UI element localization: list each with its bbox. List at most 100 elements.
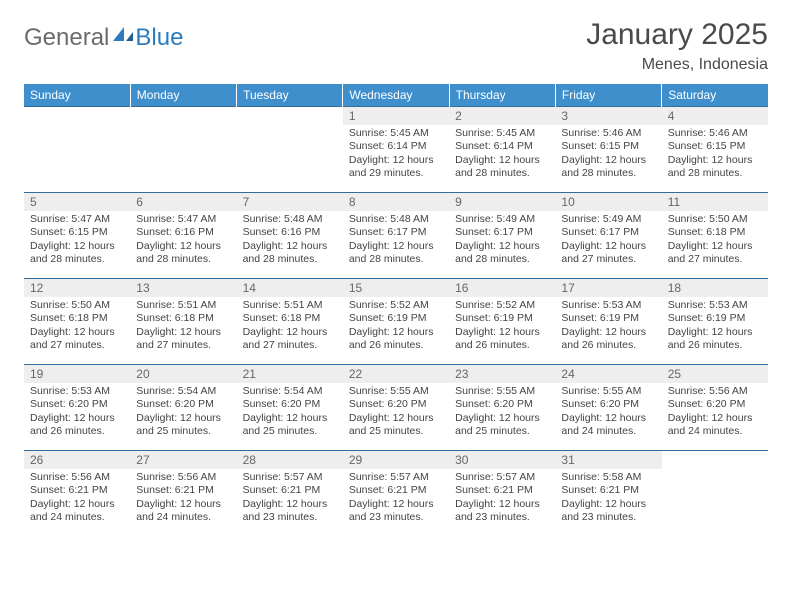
day-number: 20 [130,365,236,383]
day-number: 31 [555,451,661,469]
calendar-cell: 10Sunrise: 5:49 AMSunset: 6:17 PMDayligh… [555,193,661,279]
calendar-cell: 15Sunrise: 5:52 AMSunset: 6:19 PMDayligh… [343,279,449,365]
day-number: 22 [343,365,449,383]
day-details: Sunrise: 5:55 AMSunset: 6:20 PMDaylight:… [343,383,449,443]
calendar-cell: 26Sunrise: 5:56 AMSunset: 6:21 PMDayligh… [24,451,130,537]
day-number: 7 [237,193,343,211]
day-details: Sunrise: 5:49 AMSunset: 6:17 PMDaylight:… [449,211,555,271]
day-details: Sunrise: 5:56 AMSunset: 6:21 PMDaylight:… [130,469,236,529]
day-number: 11 [662,193,768,211]
calendar-cell: 23Sunrise: 5:55 AMSunset: 6:20 PMDayligh… [449,365,555,451]
calendar-table: SundayMondayTuesdayWednesdayThursdayFrid… [24,84,768,537]
day-number: 1 [343,107,449,125]
day-number: 9 [449,193,555,211]
header: General Blue January 2025 Menes, Indones… [24,18,768,74]
calendar-cell [130,107,236,193]
location: Menes, Indonesia [586,56,768,74]
day-details: Sunrise: 5:46 AMSunset: 6:15 PMDaylight:… [555,125,661,185]
calendar-cell: 11Sunrise: 5:50 AMSunset: 6:18 PMDayligh… [662,193,768,279]
day-details: Sunrise: 5:46 AMSunset: 6:15 PMDaylight:… [662,125,768,185]
calendar-cell [24,107,130,193]
day-details: Sunrise: 5:45 AMSunset: 6:14 PMDaylight:… [449,125,555,185]
day-number: 26 [24,451,130,469]
day-details: Sunrise: 5:47 AMSunset: 6:16 PMDaylight:… [130,211,236,271]
logo-text-gray: General [24,24,109,52]
calendar-cell [662,451,768,537]
day-number: 29 [343,451,449,469]
day-details: Sunrise: 5:53 AMSunset: 6:20 PMDaylight:… [24,383,130,443]
calendar-cell: 1Sunrise: 5:45 AMSunset: 6:14 PMDaylight… [343,107,449,193]
day-details: Sunrise: 5:48 AMSunset: 6:16 PMDaylight:… [237,211,343,271]
day-details: Sunrise: 5:54 AMSunset: 6:20 PMDaylight:… [237,383,343,443]
day-number: 24 [555,365,661,383]
calendar-cell: 21Sunrise: 5:54 AMSunset: 6:20 PMDayligh… [237,365,343,451]
calendar-row: 1Sunrise: 5:45 AMSunset: 6:14 PMDaylight… [24,107,768,193]
calendar-cell [237,107,343,193]
calendar-cell: 25Sunrise: 5:56 AMSunset: 6:20 PMDayligh… [662,365,768,451]
day-number: 19 [24,365,130,383]
day-details: Sunrise: 5:57 AMSunset: 6:21 PMDaylight:… [343,469,449,529]
day-details: Sunrise: 5:47 AMSunset: 6:15 PMDaylight:… [24,211,130,271]
dow-header: Thursday [449,84,555,107]
day-number: 27 [130,451,236,469]
calendar-cell: 7Sunrise: 5:48 AMSunset: 6:16 PMDaylight… [237,193,343,279]
dow-header: Saturday [662,84,768,107]
day-details: Sunrise: 5:53 AMSunset: 6:19 PMDaylight:… [555,297,661,357]
day-number: 5 [24,193,130,211]
calendar-row: 26Sunrise: 5:56 AMSunset: 6:21 PMDayligh… [24,451,768,537]
day-number: 10 [555,193,661,211]
calendar-cell: 22Sunrise: 5:55 AMSunset: 6:20 PMDayligh… [343,365,449,451]
day-number: 25 [662,365,768,383]
day-details: Sunrise: 5:57 AMSunset: 6:21 PMDaylight:… [449,469,555,529]
day-number: 12 [24,279,130,297]
day-number: 23 [449,365,555,383]
calendar-cell: 9Sunrise: 5:49 AMSunset: 6:17 PMDaylight… [449,193,555,279]
calendar-cell: 18Sunrise: 5:53 AMSunset: 6:19 PMDayligh… [662,279,768,365]
day-number: 30 [449,451,555,469]
day-number: 3 [555,107,661,125]
day-details: Sunrise: 5:54 AMSunset: 6:20 PMDaylight:… [130,383,236,443]
calendar-cell: 20Sunrise: 5:54 AMSunset: 6:20 PMDayligh… [130,365,236,451]
logo-text-blue: Blue [135,24,183,52]
calendar-cell: 31Sunrise: 5:58 AMSunset: 6:21 PMDayligh… [555,451,661,537]
day-details: Sunrise: 5:57 AMSunset: 6:21 PMDaylight:… [237,469,343,529]
calendar-body: 1Sunrise: 5:45 AMSunset: 6:14 PMDaylight… [24,107,768,537]
day-number: 16 [449,279,555,297]
sail-icon [111,25,135,43]
calendar-cell: 12Sunrise: 5:50 AMSunset: 6:18 PMDayligh… [24,279,130,365]
day-number: 6 [130,193,236,211]
title-block: January 2025 Menes, Indonesia [586,18,768,74]
calendar-cell: 29Sunrise: 5:57 AMSunset: 6:21 PMDayligh… [343,451,449,537]
calendar-cell: 16Sunrise: 5:52 AMSunset: 6:19 PMDayligh… [449,279,555,365]
calendar-cell: 6Sunrise: 5:47 AMSunset: 6:16 PMDaylight… [130,193,236,279]
calendar-cell: 19Sunrise: 5:53 AMSunset: 6:20 PMDayligh… [24,365,130,451]
day-details: Sunrise: 5:55 AMSunset: 6:20 PMDaylight:… [555,383,661,443]
calendar-cell: 2Sunrise: 5:45 AMSunset: 6:14 PMDaylight… [449,107,555,193]
day-details: Sunrise: 5:52 AMSunset: 6:19 PMDaylight:… [343,297,449,357]
calendar-cell: 8Sunrise: 5:48 AMSunset: 6:17 PMDaylight… [343,193,449,279]
calendar-cell: 24Sunrise: 5:55 AMSunset: 6:20 PMDayligh… [555,365,661,451]
days-of-week-row: SundayMondayTuesdayWednesdayThursdayFrid… [24,84,768,107]
day-number: 15 [343,279,449,297]
day-number: 18 [662,279,768,297]
day-details: Sunrise: 5:58 AMSunset: 6:21 PMDaylight:… [555,469,661,529]
day-number: 14 [237,279,343,297]
dow-header: Monday [130,84,236,107]
day-number: 13 [130,279,236,297]
page-title: January 2025 [586,18,768,52]
day-number: 4 [662,107,768,125]
day-details: Sunrise: 5:51 AMSunset: 6:18 PMDaylight:… [130,297,236,357]
calendar-row: 12Sunrise: 5:50 AMSunset: 6:18 PMDayligh… [24,279,768,365]
day-number: 8 [343,193,449,211]
logo: General Blue [24,18,183,52]
dow-header: Friday [555,84,661,107]
calendar-cell: 14Sunrise: 5:51 AMSunset: 6:18 PMDayligh… [237,279,343,365]
calendar-cell: 13Sunrise: 5:51 AMSunset: 6:18 PMDayligh… [130,279,236,365]
calendar-cell: 4Sunrise: 5:46 AMSunset: 6:15 PMDaylight… [662,107,768,193]
calendar-row: 19Sunrise: 5:53 AMSunset: 6:20 PMDayligh… [24,365,768,451]
day-details: Sunrise: 5:53 AMSunset: 6:19 PMDaylight:… [662,297,768,357]
day-number: 21 [237,365,343,383]
day-details: Sunrise: 5:50 AMSunset: 6:18 PMDaylight:… [662,211,768,271]
day-number: 17 [555,279,661,297]
day-details: Sunrise: 5:50 AMSunset: 6:18 PMDaylight:… [24,297,130,357]
